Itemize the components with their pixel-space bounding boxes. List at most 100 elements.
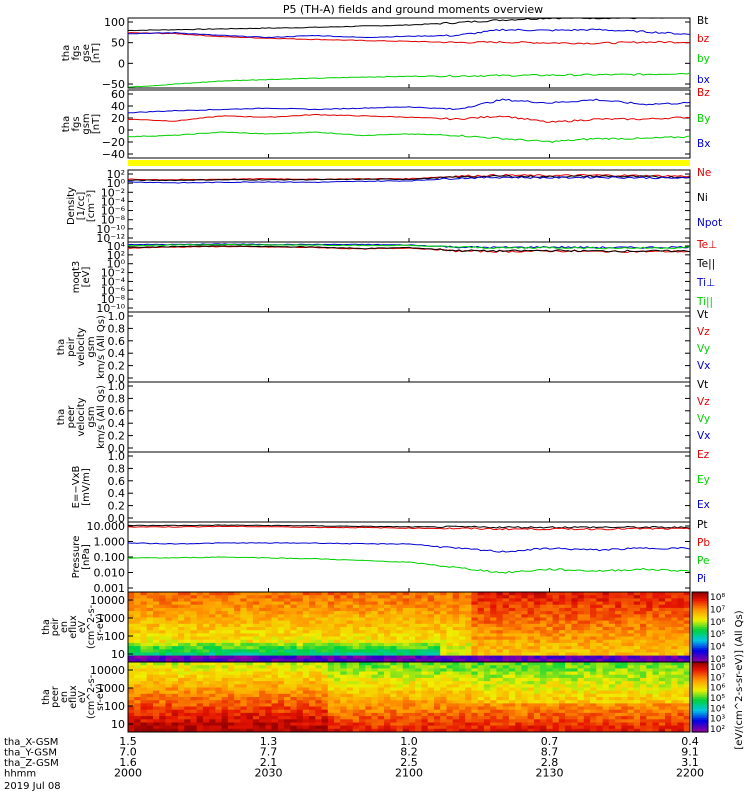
- spectrogram-cell: [508, 690, 516, 695]
- y-axis-label-line: gsm: [86, 336, 97, 357]
- spectrogram-cell: [396, 636, 404, 641]
- spectrogram-cell: [340, 697, 347, 701]
- spectrogram-cell: [527, 671, 535, 676]
- spectrogram-cell: [540, 725, 547, 730]
- spectrogram-cell: [315, 674, 322, 679]
- spectrogram-cell: [240, 690, 248, 695]
- spectrogram-cell: [352, 598, 360, 603]
- spectrogram-cell: [196, 700, 204, 704]
- spectrogram-cell: [452, 677, 460, 682]
- spectrogram-cell: [434, 595, 441, 599]
- spectrogram-cell: [184, 607, 191, 612]
- spectrogram-cell: [284, 627, 291, 631]
- spectrogram-cell: [277, 671, 285, 676]
- colorbar-cell: [692, 599, 708, 602]
- spectrogram-cell: [496, 598, 504, 603]
- spectrogram-cell: [583, 690, 591, 695]
- spectrogram-cell: [277, 709, 285, 714]
- spectrogram-cell: [146, 639, 154, 644]
- spectrogram-cell: [178, 611, 185, 615]
- legend-npot: Npot: [697, 217, 722, 229]
- spectrogram-cell: [159, 655, 166, 660]
- spectrogram-cell: [315, 703, 322, 708]
- spectrogram-cell: [427, 633, 435, 638]
- spectrogram-cell: [434, 646, 441, 650]
- spectrogram-cell: [502, 623, 510, 628]
- spectrogram-cell: [571, 697, 579, 701]
- spectrogram-cell: [459, 712, 466, 717]
- spectrogram-cell: [502, 681, 510, 685]
- spectrogram-cell: [621, 722, 628, 727]
- spectrogram-cell: [683, 712, 691, 717]
- spectrogram-cell: [546, 614, 554, 618]
- spectrogram-cell: [546, 620, 554, 625]
- spectrogram-cell: [215, 693, 223, 698]
- spectrogram-cell: [540, 649, 547, 653]
- spectrogram-cell: [259, 703, 266, 708]
- spectrogram-cell: [277, 595, 285, 599]
- spectrogram-cell: [171, 617, 179, 622]
- spectrogram-cell: [371, 709, 379, 714]
- spectrogram-cell: [202, 627, 210, 631]
- spectrogram-cell: [571, 649, 579, 653]
- spectrogram-cell: [515, 700, 522, 704]
- spectrogram-cell: [153, 614, 160, 618]
- spectrogram-cell: [134, 604, 141, 609]
- spectrogram-cell: [521, 655, 529, 660]
- spectrogram-cell: [190, 690, 198, 695]
- spectrogram-cell: [396, 684, 404, 688]
- spectrogram-cell: [321, 598, 329, 603]
- spectrogram-cell: [384, 725, 391, 730]
- spectrogram-cell: [296, 709, 304, 714]
- spectrogram-cell: [633, 662, 641, 666]
- spectrogram-cell: [209, 601, 216, 606]
- spectrogram-cell: [240, 728, 248, 733]
- spectrogram-cell: [465, 677, 472, 682]
- spectrogram-cell: [178, 639, 185, 644]
- spectrogram-cell: [421, 614, 429, 618]
- spectrogram-cell: [240, 712, 248, 717]
- spectrogram-cell: [477, 658, 485, 663]
- spectrogram-cell: [396, 674, 404, 679]
- spectrogram-cell: [577, 652, 585, 657]
- spectrogram-cell: [221, 592, 229, 596]
- y-axis-label-line: [nT]: [91, 114, 102, 134]
- legend-by: by: [697, 53, 710, 65]
- spectrogram-cell: [508, 728, 516, 733]
- spectrogram-cell: [184, 697, 191, 701]
- spectrogram-cell: [202, 620, 210, 625]
- spectrogram-cell: [296, 725, 304, 730]
- spectrogram-cell: [596, 716, 603, 720]
- spectrogram-cell: [409, 595, 416, 599]
- spectrogram-cell: [627, 633, 635, 638]
- spectrogram-cell: [502, 601, 510, 606]
- spectrogram-cell: [134, 617, 141, 622]
- spectrogram-cell: [546, 703, 554, 708]
- spectrogram-cell: [590, 674, 597, 679]
- spectrogram-cell: [621, 598, 628, 603]
- spectrogram-cell: [515, 646, 522, 650]
- spectrogram-cell: [153, 652, 160, 657]
- spectrogram-cell: [483, 687, 491, 692]
- colorbar-cell: [692, 632, 708, 635]
- spectrogram-cell: [459, 697, 466, 701]
- spectrogram-cell: [665, 690, 672, 695]
- spectrogram-cell: [552, 703, 560, 708]
- spectrogram-cell: [352, 722, 360, 727]
- colorbar-tick-label: 10⁷: [710, 605, 725, 615]
- spectrogram-cell: [409, 697, 416, 701]
- spectrogram-cell: [196, 687, 204, 692]
- spectrogram-cell: [683, 604, 691, 609]
- spectrogram-cell: [515, 722, 522, 727]
- spectrogram-cell: [227, 617, 235, 622]
- ephemeris-row-label: tha_X-GSM: [4, 737, 58, 748]
- spectrogram-cell: [377, 668, 385, 673]
- spectrogram-cell: [565, 687, 572, 692]
- spectrogram-cell: [128, 677, 135, 682]
- spectrogram-cell: [390, 697, 397, 701]
- spectrogram-cell: [577, 639, 585, 644]
- spectrogram-cell: [153, 598, 160, 603]
- spectrogram-cell: [284, 662, 291, 666]
- spectrogram-cell: [302, 677, 310, 682]
